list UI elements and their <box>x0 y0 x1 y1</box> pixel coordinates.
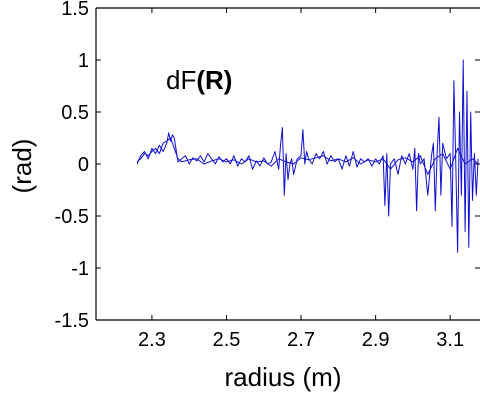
x-tick-label: 2.3 <box>138 329 166 351</box>
y-tick-label: -1 <box>71 258 89 280</box>
y-tick-label: 0 <box>78 154 89 176</box>
x-tick-label: 2.7 <box>287 329 315 351</box>
x-tick-label: 3.1 <box>436 329 464 351</box>
y-tick-label: 1 <box>78 50 89 72</box>
y-tick-label: 0.5 <box>61 102 89 124</box>
series-line-1 <box>136 59 479 253</box>
series-layer <box>136 59 479 253</box>
y-tick-label: 1.5 <box>61 0 89 20</box>
y-tick-label: -1.5 <box>55 310 89 332</box>
x-tick-label: 2.5 <box>213 329 241 351</box>
y-axis-title: (rad) <box>7 139 37 194</box>
annotation-suffix: (R) <box>196 65 232 95</box>
axis-layer: 1.5 1 0.5 0 -0.5 -1 -1.5 2.3 2.5 2.7 2.9 3.1 <box>55 0 480 351</box>
x-tick-label: 2.9 <box>362 329 390 351</box>
series-line-2 <box>136 137 479 175</box>
annotation-prefix: dF <box>166 65 196 95</box>
annotation-label: dF(R) <box>166 65 232 95</box>
x-axis-title: radius (m) <box>224 362 341 392</box>
y-tick-label: -0.5 <box>55 206 89 228</box>
